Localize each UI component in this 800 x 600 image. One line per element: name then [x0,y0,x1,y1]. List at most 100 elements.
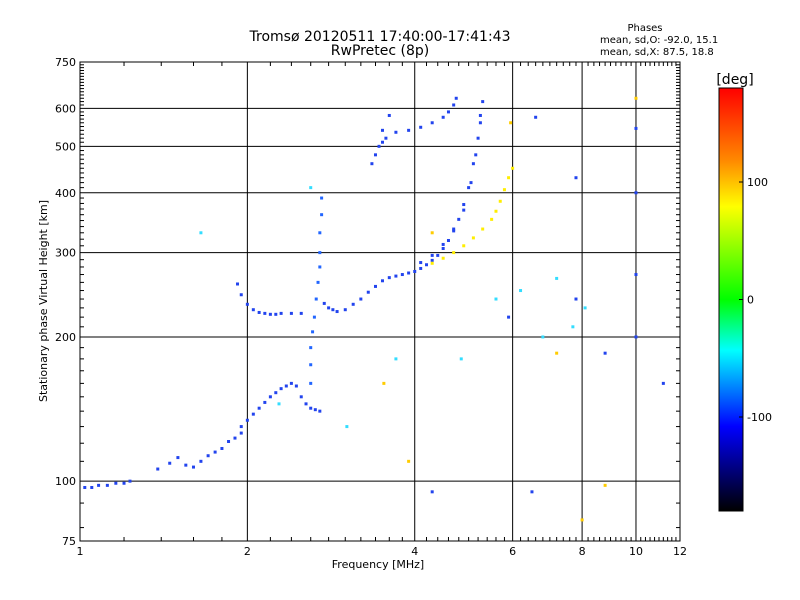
chart-subtitle: RwPretec (8p) [331,43,429,59]
series-7 [430,166,515,265]
data-point [478,113,482,117]
data-point [366,290,370,294]
data-point [530,490,534,494]
data-point [90,485,94,489]
data-point [335,310,339,314]
data-point [213,450,217,454]
data-point [257,406,261,410]
data-point [233,436,237,440]
data-point [313,408,317,412]
data-point [498,199,502,203]
data-point [462,244,466,248]
data-point [380,128,384,132]
data-point [257,310,261,314]
data-point [574,297,578,301]
data-point [452,227,456,231]
data-point [380,140,384,144]
colorbar-tick-label: 100 [747,176,768,189]
data-point [318,265,322,269]
data-point [509,121,513,125]
data-point [359,297,363,301]
data-point [373,284,377,288]
data-point [469,181,473,185]
data-point [471,236,475,240]
data-point [555,276,559,280]
series-8 [380,96,458,134]
data-point [199,231,203,235]
data-point [661,381,665,385]
data-point [474,153,478,157]
data-point [351,302,355,306]
data-point [507,176,511,180]
data-point [452,103,456,107]
data-point [251,308,255,312]
data-point [168,461,172,465]
y-tick-label: 300 [55,247,76,260]
x-tick-label: 1 [77,545,84,558]
data-point [481,227,485,231]
colorbar-ticks: 100 0 -100 [739,176,772,424]
data-point [83,485,87,489]
data-point [384,136,388,140]
data-point [318,251,322,255]
series-1 [156,431,243,471]
phases-x-stats: mean, sd,X: 87.5, 18.8 [600,47,714,58]
data-points [83,96,665,522]
data-point [309,346,313,350]
data-point [425,263,429,267]
phases-title: Phases [627,23,662,34]
data-point [128,479,132,483]
data-point [316,280,320,284]
data-point [634,335,638,339]
data-point [502,188,506,192]
data-point [603,483,607,487]
data-point [327,306,331,310]
data-point [634,96,638,100]
colorbar-tick-label: -100 [747,411,772,424]
data-point [454,96,458,100]
x-tick-label: 12 [673,545,687,558]
data-point [176,456,180,460]
data-point [534,115,538,119]
data-point [441,115,445,119]
data-point [494,297,498,301]
data-point [370,162,374,166]
data-point [206,454,210,458]
series-9 [370,113,391,166]
data-point [436,253,440,257]
data-point [320,196,324,200]
data-point [320,213,324,217]
data-point [511,166,515,170]
data-point [519,289,523,293]
data-point [430,231,434,235]
y-tick-label: 100 [55,475,76,488]
data-point [309,186,313,190]
data-point [387,113,391,117]
data-point [446,110,450,114]
data-point [294,384,298,388]
data-point [382,381,386,385]
data-point [373,153,377,157]
data-point [380,279,384,283]
data-point [580,518,584,522]
data-point [318,409,322,413]
chart-title: Tromsø 20120511 17:40:00-17:41:43 [249,29,511,45]
data-point [263,400,267,404]
data-point [239,425,243,429]
colorbar-label: [deg] [716,72,753,88]
x-tick-label: 10 [629,545,643,558]
data-point [199,459,203,463]
x-axis-label: Frequency [MHz] [332,558,424,571]
data-point [345,425,349,429]
data-point [446,238,450,242]
data-point [555,351,559,355]
data-point [419,266,423,270]
data-point [312,315,316,319]
data-point [634,273,638,277]
data-point [462,208,466,212]
series-4 [309,196,324,385]
series-11 [430,115,665,494]
data-point [452,229,456,233]
x-axis-ticks: 1 2 4 6 8 10 12 [77,62,687,558]
